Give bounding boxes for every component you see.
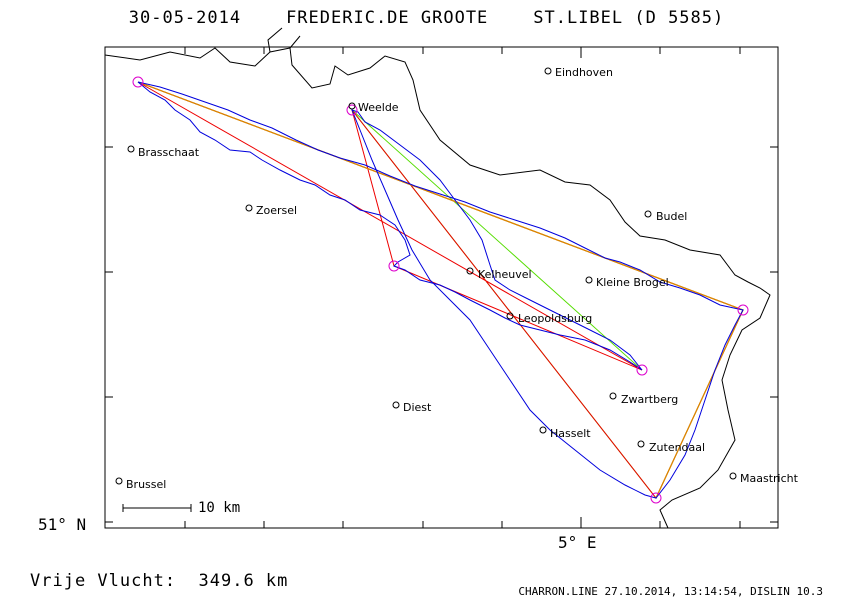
turnpoint-3 [636, 364, 648, 376]
turnpoints [132, 76, 749, 504]
flight-date: 30-05-2014 [128, 8, 242, 28]
city-label: Eindhoven [555, 66, 613, 79]
city-label: Kleine Brogel [596, 276, 669, 289]
city-label: Budel [656, 210, 688, 223]
credit-line: CHARRON.LINE 27.10.2014, 13:14:54, DISLI… [518, 585, 823, 598]
city-label: Hasselt [550, 427, 591, 440]
city-label: Brussel [126, 478, 167, 491]
city-label: Diest [403, 401, 432, 414]
city-label: Zwartberg [621, 393, 679, 406]
axis-ticks [105, 47, 778, 528]
latitude-label: 51° N [38, 515, 87, 534]
city-label: Kelheuvel [478, 268, 532, 281]
turnpoint-start [132, 76, 144, 88]
turnpoint-weelde [346, 104, 358, 116]
turnpoint-4 [737, 304, 749, 316]
border-notch [267, 27, 301, 53]
turnpoint-2 [388, 260, 400, 272]
scale-bar [122, 504, 192, 512]
flight-track [137, 81, 744, 499]
page-title: 30-05-2014 FREDERIC.DE GROOTE ST.LIBEL (… [0, 8, 853, 28]
city-label: Leopoldsburg [518, 312, 593, 325]
turnpoint-5 [650, 492, 662, 504]
map-frame [104, 46, 779, 529]
city-label: Weelde [358, 101, 399, 114]
city-label: Zoersel [256, 204, 298, 217]
city-label: Zutendaal [649, 441, 706, 454]
city-label: Brasschaat [138, 146, 200, 159]
city-label: Maastricht [740, 472, 798, 485]
longitude-label: 5° E [558, 533, 597, 552]
country-border [104, 47, 771, 529]
city-markers [115, 67, 737, 485]
glider-name: ST.LIBEL (D 5585) [533, 8, 725, 28]
pilot-name: FREDERIC.DE GROOTE [286, 8, 489, 28]
scale-label: 10 km [198, 500, 241, 516]
distance-summary: Vrije Vlucht: 349.6 km [30, 571, 289, 591]
